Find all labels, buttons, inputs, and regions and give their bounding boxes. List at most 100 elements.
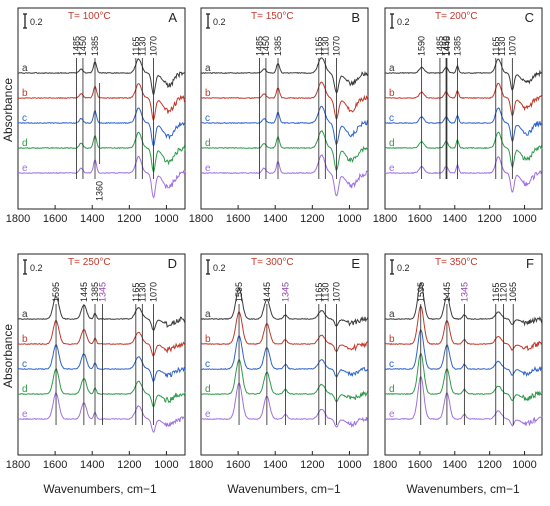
peak-label: 1130 <box>497 37 507 56</box>
series-label-c: c <box>389 113 394 124</box>
spectrum-e <box>17 155 186 199</box>
series-label-e: e <box>22 409 28 420</box>
spectrum-b <box>200 81 369 120</box>
spectrum-d <box>17 131 186 173</box>
series-label-c: c <box>205 359 210 370</box>
panel-frame <box>200 7 369 210</box>
spectrum-c <box>201 105 369 146</box>
series-label-d: d <box>205 384 211 395</box>
series-label-c: c <box>22 359 27 370</box>
spectrum-e <box>200 154 369 197</box>
spectrum-c <box>17 344 186 382</box>
spectrum-b <box>384 304 543 352</box>
x-tick-label: 1600 <box>408 459 432 471</box>
peak-label: 1130 <box>320 283 330 302</box>
series-label-a: a <box>205 309 211 320</box>
series-label-a: a <box>205 63 211 74</box>
x-tick-label: 1600 <box>408 213 432 225</box>
peak-label: 1445 <box>442 282 452 302</box>
spectrum-d <box>200 129 369 171</box>
peak-label: 1445 <box>79 282 89 302</box>
spectrum-c <box>201 335 369 378</box>
peak-label: 1450 <box>441 36 451 56</box>
x-tick-label: 1800 <box>373 459 397 471</box>
x-tick-label: 1400 <box>263 459 287 471</box>
x-axis-label-2: Wavenumbers, cm−1 <box>227 482 341 496</box>
peak-label: 1385 <box>90 36 100 56</box>
spectrum-e <box>384 375 543 427</box>
scale-bar-label: 0.2 <box>213 263 226 273</box>
temperature-label: T= 250°C <box>68 257 111 268</box>
peak-label: 1385 <box>452 36 462 56</box>
spectrum-d <box>384 131 543 168</box>
peak-label: 1485 <box>435 36 445 56</box>
scale-bar-label: 0.2 <box>397 17 410 27</box>
peak-label: 1165 <box>314 37 324 56</box>
x-tick-label: 1000 <box>512 459 536 471</box>
temperature-label: T= 300°C <box>251 257 294 268</box>
panel-frame <box>384 253 543 456</box>
spectrum-c <box>384 107 543 142</box>
series-label-e: e <box>22 163 28 174</box>
series-label-b: b <box>205 334 211 345</box>
peak-label: 1130 <box>320 37 330 56</box>
x-tick-label: 1200 <box>117 213 141 225</box>
x-tick-label: 1000 <box>154 213 178 225</box>
peak-label: 1360 <box>95 181 105 201</box>
series-label-b: b <box>389 334 395 345</box>
panel-frame <box>200 253 369 456</box>
panel-letter: A <box>168 10 177 25</box>
series-label-c: c <box>22 113 27 124</box>
temperature-label: T= 200°C <box>435 11 478 22</box>
spectrum-b <box>385 82 543 116</box>
series-label-a: a <box>22 309 28 320</box>
series-label-a: a <box>389 63 395 74</box>
spectrum-b <box>200 310 369 352</box>
peak-label: 1070 <box>148 282 158 302</box>
series-label-e: e <box>389 163 395 174</box>
spectrum-b <box>17 83 186 121</box>
spectrum-d <box>200 359 369 402</box>
series-label-b: b <box>389 88 395 99</box>
peak-label: 1345 <box>459 282 469 302</box>
peak-label: 1450 <box>261 36 271 56</box>
x-tick-label: 1000 <box>337 459 361 471</box>
scale-bar-label: 0.2 <box>30 17 43 27</box>
spectrum-b <box>17 319 186 357</box>
x-tick-label: 1200 <box>477 213 501 225</box>
series-label-d: d <box>22 384 28 395</box>
series-label-b: b <box>22 88 28 99</box>
x-tick-label: 1400 <box>80 213 104 225</box>
x-tick-label: 1400 <box>443 213 467 225</box>
peak-label: 1445 <box>442 36 452 56</box>
series-label-b: b <box>22 334 28 345</box>
peak-label: 1165 <box>491 37 501 56</box>
spectrum-c <box>384 328 543 378</box>
temperature-label: T= 150°C <box>251 11 294 22</box>
peak-label: 1165 <box>131 283 141 302</box>
peak-label: 1485 <box>254 36 264 56</box>
x-tick-label: 1400 <box>263 213 287 225</box>
x-tick-label: 1800 <box>6 213 30 225</box>
spectrum-e <box>384 156 543 193</box>
peak-label: 1165 <box>491 283 501 302</box>
series-label-d: d <box>389 384 395 395</box>
x-tick-label: 1800 <box>6 459 30 471</box>
series-label-b: b <box>205 88 211 99</box>
spectrum-a <box>384 58 543 91</box>
temperature-label: T= 350°C <box>435 257 478 268</box>
peak-label: 1385 <box>90 282 100 302</box>
spectrum-e <box>200 382 369 428</box>
spectrum-d <box>17 368 186 408</box>
x-tick-label: 1200 <box>117 459 141 471</box>
peak-label: 1070 <box>507 36 517 56</box>
panel-frame <box>17 7 186 210</box>
x-tick-label: 1600 <box>43 459 67 471</box>
temperature-label: T= 100°C <box>68 11 111 22</box>
x-tick-label: 1800 <box>373 213 397 225</box>
panel-b: 1800 1600 1400 1200 1000 T= 150°C B 0.2 a b c d e 148… <box>189 7 369 225</box>
peak-label: 1065 <box>508 282 518 302</box>
x-tick-label: 1600 <box>43 213 67 225</box>
